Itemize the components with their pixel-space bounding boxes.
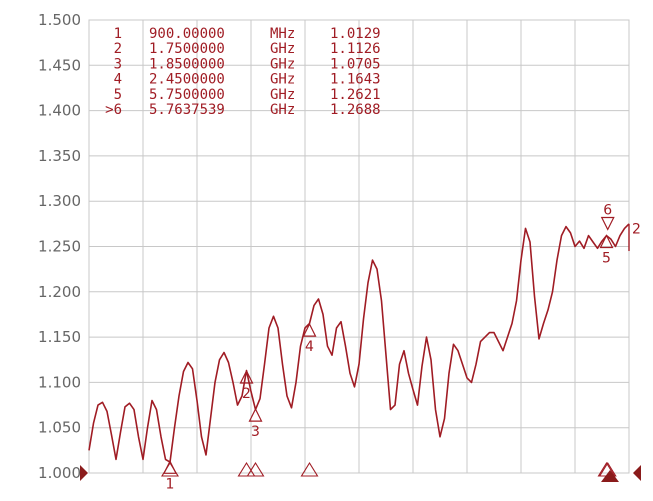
readout-marker-number: >6 <box>105 102 122 118</box>
readout-marker-number: 2 <box>114 41 122 57</box>
readout-unit: GHz <box>270 56 295 72</box>
y-tick-label: 1.400 <box>38 102 81 120</box>
reference-level-left-icon <box>80 465 88 481</box>
y-tick-label: 1.100 <box>38 373 81 391</box>
y-tick-label: 1.050 <box>38 419 81 437</box>
readout-value: 1.2621 <box>330 87 381 103</box>
marker-number-label: 6 <box>603 202 612 218</box>
y-tick-label: 1.200 <box>38 283 81 301</box>
readout-frequency: 5.7500000 <box>149 87 225 103</box>
marker-axis-indicator[interactable] <box>161 461 179 477</box>
readout-frequency: 5.7637539 <box>149 102 225 118</box>
y-tick-label: 1.150 <box>38 328 81 346</box>
readout-frequency: 2.4500000 <box>149 72 225 88</box>
y-tick-label: 1.350 <box>38 147 81 165</box>
active-marker-indicator-icon <box>601 470 619 482</box>
reference-level-right-icon <box>633 465 641 481</box>
y-tick-label: 1.450 <box>38 56 81 74</box>
readout-value: 1.1126 <box>330 41 381 57</box>
marker-axis-indicator[interactable] <box>237 461 256 477</box>
marker-triangle[interactable] <box>239 369 254 384</box>
right-edge-label: 2 <box>632 222 641 238</box>
readout-unit: GHz <box>270 87 295 103</box>
readout-frequency: 900.00000 <box>149 26 225 42</box>
marker-triangle[interactable] <box>248 407 263 422</box>
readout-value: 1.2688 <box>330 102 381 118</box>
marker-axis-indicator[interactable] <box>300 461 319 477</box>
marker-axis-indicator[interactable] <box>246 461 265 477</box>
marker-number-label: 4 <box>305 339 314 355</box>
readout-value: 1.0129 <box>330 26 381 42</box>
trace <box>88 223 630 463</box>
readout-value: 1.1643 <box>330 72 381 88</box>
readout-unit: GHz <box>270 72 295 88</box>
y-tick-label: 1.500 <box>38 11 81 29</box>
marker-number-label: 1 <box>166 476 175 492</box>
readout-frequency: 1.8500000 <box>149 56 225 72</box>
marker-triangle[interactable] <box>599 234 614 249</box>
y-tick-label: 1.000 <box>38 464 81 482</box>
y-tick-label: 1.300 <box>38 192 81 210</box>
readout-marker-number: 1 <box>114 26 122 42</box>
readout-unit: GHz <box>270 41 295 57</box>
trace-line <box>88 223 630 463</box>
readout-value: 1.0705 <box>330 56 381 72</box>
readout-frequency: 1.7500000 <box>149 41 225 57</box>
readout-unit: MHz <box>270 26 295 42</box>
y-tick-label: 1.250 <box>38 238 81 256</box>
markers: 1 2 3 4 5 6 <box>161 202 617 492</box>
marker-triangle[interactable] <box>302 322 317 337</box>
marker-number-label: 3 <box>251 424 260 440</box>
readout-marker-number: 5 <box>114 87 122 103</box>
readout-unit: GHz <box>270 102 295 118</box>
readout-marker-number: 4 <box>114 72 122 88</box>
marker-readout-table: 1 900.00000 MHz 1.0129 2 1.7500000 GHz 1.1126 3 1… <box>105 26 380 118</box>
edge-indicators: 2 <box>80 222 641 482</box>
y-axis-tick-labels: 1.500 1.450 1.400 1.350 1.300 1.250 1.200 1.150… <box>38 11 81 482</box>
marker-number-label: 5 <box>602 251 611 267</box>
readout-marker-number: 3 <box>114 56 122 72</box>
marker-triangle[interactable] <box>600 216 615 231</box>
marker-number-label: 2 <box>242 386 251 402</box>
